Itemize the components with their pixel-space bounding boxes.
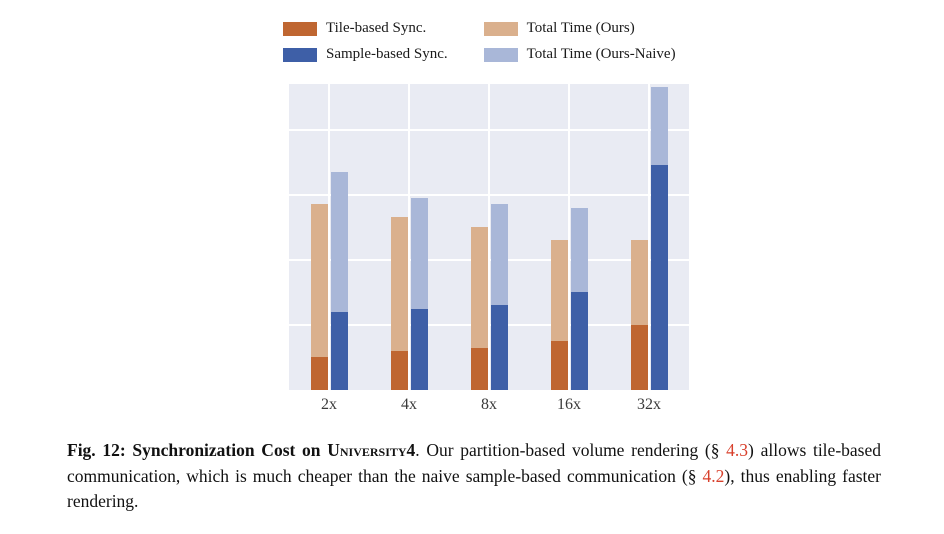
bar-naive-4x (410, 197, 428, 390)
legend-item-total-naive: Total Time (Ours-Naive) (483, 46, 676, 63)
caption-text: . Our partition-based volume rendering (… (415, 440, 727, 460)
bar-ours-4x (390, 217, 408, 390)
x-tick-32x: 32x (637, 396, 661, 413)
figure-caption: Fig. 12: Synchronization Cost on Univers… (67, 438, 881, 515)
bar-naive-32x-sync-segment (650, 165, 668, 390)
legend-label: Sample-based Sync. (326, 46, 448, 62)
legend-item-tile-sync: Tile-based Sync. (283, 20, 448, 37)
bar-ours-32x (630, 240, 648, 390)
bar-naive-2x (330, 171, 348, 390)
bar-naive-8x-sync-segment (490, 305, 508, 390)
bar-naive-32x (650, 87, 668, 390)
bar-naive-8x (490, 204, 508, 390)
bar-ours-8x-sync-segment (470, 347, 488, 390)
caption-text: ), thus enabling faster rendering. (67, 465, 881, 512)
bar-naive-2x-sync-segment (330, 311, 348, 390)
legend-label: Tile-based Sync. (326, 20, 427, 36)
total-naive-swatch (483, 47, 518, 62)
x-axis-ticks: 2x 4x 8x 16x 32x (289, 396, 689, 414)
bar-naive-16x-sync-segment (570, 292, 588, 390)
tile-sync-swatch (283, 21, 317, 36)
section-link-4-3[interactable]: 4.3 (726, 440, 749, 460)
bar-naive-16x (570, 207, 588, 390)
caption-fig-label: Fig. 12: Synchronization Cost on (67, 440, 328, 460)
bar-naive-4x-sync-segment (410, 308, 428, 390)
bar-ours-2x-sync-segment (310, 357, 328, 390)
legend-label: Total Time (Ours) (526, 20, 635, 36)
section-link-4-2[interactable]: 4.2 (702, 465, 725, 486)
bar-ours-16x-sync-segment (550, 341, 568, 390)
bar-ours-4x-sync-segment (390, 350, 408, 390)
bar-group-2x (289, 84, 369, 390)
bar-group-4x (369, 84, 449, 390)
total-ours-swatch (483, 21, 518, 36)
bar-ours-32x-sync-segment (630, 324, 648, 390)
legend-item-total-ours: Total Time (Ours) (483, 20, 676, 37)
caption-dataset-name: University4 (327, 440, 416, 460)
chart-legend: Tile-based Sync. Sample-based Sync. Tota… (283, 20, 676, 63)
bar-group-8x (449, 84, 529, 390)
bar-group-32x (609, 84, 689, 390)
bar-group-16x (529, 84, 609, 390)
x-tick-4x: 4x (401, 396, 417, 413)
x-tick-16x: 16x (557, 396, 581, 413)
x-tick-2x: 2x (321, 396, 337, 413)
bar-ours-8x (470, 227, 488, 390)
bar-ours-16x (550, 240, 568, 390)
legend-label: Total Time (Ours-Naive) (526, 46, 676, 62)
legend-item-sample-sync: Sample-based Sync. (283, 46, 448, 63)
caption-text: ) allows tile-based communication, which… (67, 440, 881, 486)
plot-area (289, 84, 689, 390)
sample-sync-swatch (283, 47, 317, 62)
x-tick-8x: 8x (481, 396, 497, 413)
bar-ours-2x (310, 204, 328, 390)
